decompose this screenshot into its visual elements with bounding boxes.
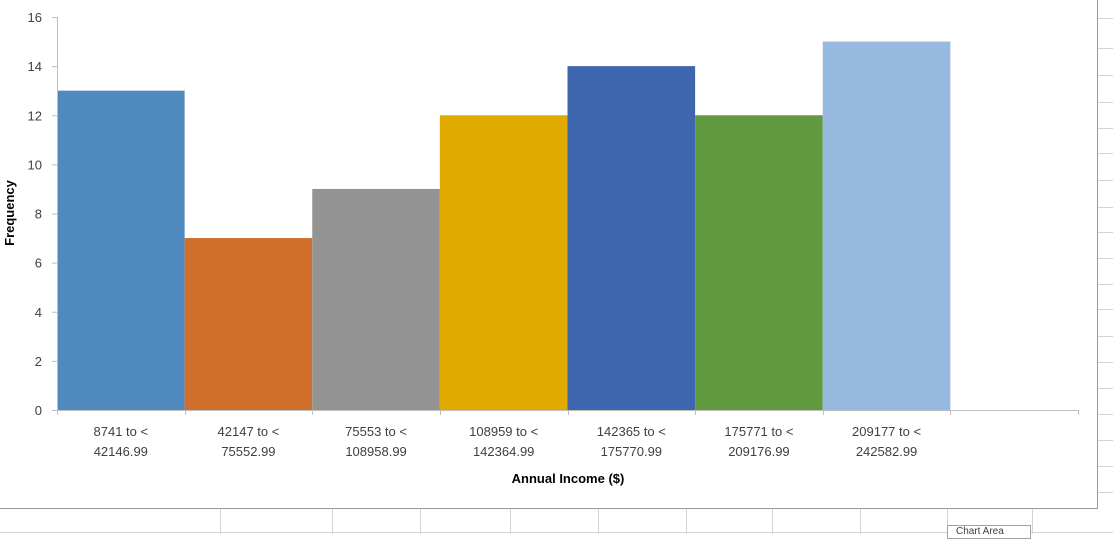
bar-4[interactable] [439, 115, 568, 410]
category-label: 75552.99 [221, 444, 275, 459]
category-label: 142364.99 [473, 444, 534, 459]
chart-svg: 0 2 4 6 8 10 12 14 16 8741 to < 42146.99 42147 to <… [2, 10, 1079, 486]
category-label: 175770.99 [601, 444, 662, 459]
y-tick-label: 2 [35, 354, 42, 369]
y-tick-label: 4 [35, 305, 42, 320]
bar-1[interactable] [57, 90, 185, 410]
chart-area[interactable]: 0 2 4 6 8 10 12 14 16 8741 to < 42146.99 42147 to <… [0, 0, 1098, 509]
y-tick-label: 6 [35, 256, 42, 271]
category-label: 8741 to < [94, 424, 149, 439]
bar-7[interactable] [822, 41, 951, 410]
bar-6[interactable] [695, 115, 823, 410]
y-tick-label: 0 [35, 403, 42, 418]
chart-area-tooltip: Chart Area [947, 525, 1031, 539]
x-axis-title: Annual Income ($) [512, 471, 625, 486]
y-axis-title: Frequency [2, 179, 17, 246]
y-tick-label: 14 [28, 59, 42, 74]
bar-3[interactable] [312, 188, 440, 410]
y-tick-label: 8 [35, 207, 42, 222]
category-label: 42146.99 [94, 444, 148, 459]
y-tick-label: 16 [28, 10, 42, 25]
category-label: 242582.99 [856, 444, 917, 459]
bar-5[interactable] [567, 66, 696, 410]
category-label: 42147 to < [218, 424, 280, 439]
bar-2[interactable] [184, 238, 313, 410]
category-label: 108959 to < [469, 424, 538, 439]
category-label: 108958.99 [345, 444, 406, 459]
y-tick-label: 12 [28, 108, 42, 123]
y-tick-label: 10 [28, 157, 42, 172]
category-label: 209177 to < [852, 424, 921, 439]
category-label: 75553 to < [345, 424, 407, 439]
category-label: 175771 to < [724, 424, 793, 439]
category-label: 209176.99 [728, 444, 789, 459]
category-label: 142365 to < [597, 424, 666, 439]
